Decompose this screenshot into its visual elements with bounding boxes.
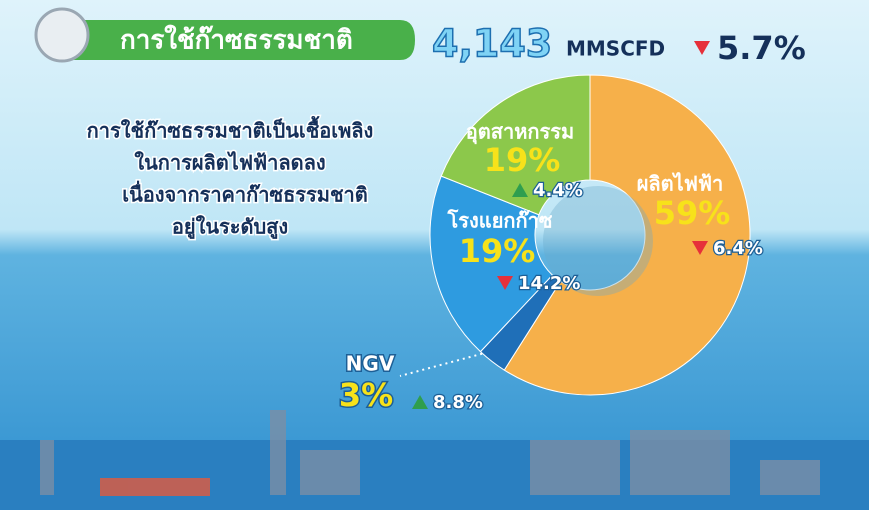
sea xyxy=(0,440,869,510)
donut-slice xyxy=(440,74,591,216)
category-label: NGV xyxy=(346,352,395,376)
total-change-arrow xyxy=(694,41,710,55)
industrial-skyline xyxy=(40,410,820,496)
donut-slice xyxy=(429,175,554,353)
category-label: ผลิตไฟฟ้า xyxy=(637,172,724,196)
category-label: โรงแยกก๊าซ xyxy=(447,209,553,233)
change-label: 8.8% xyxy=(433,392,483,413)
annotation-line: ในการผลิตไฟฟ้าลดลง xyxy=(134,151,325,175)
donut-hole-shade xyxy=(543,186,653,296)
change-label: 4.4% xyxy=(533,180,583,201)
total: 4,143 xyxy=(432,22,552,66)
annotation-line: อยู่ในระดับสูง xyxy=(172,215,288,241)
annotation-line: การใช้ก๊าซธรรมชาติเป็นเชื้อเพลิง xyxy=(87,116,374,143)
change-label: 14.2% xyxy=(518,273,580,294)
value-label: 19% xyxy=(459,232,536,270)
donut-slice xyxy=(503,74,751,396)
donut xyxy=(429,74,751,396)
title: การใช้ก๊าซธรรมชาติ xyxy=(120,25,353,56)
category-label: อุตสาหกรรม xyxy=(466,120,574,145)
value-label: 59% xyxy=(654,194,731,232)
tank-icon xyxy=(34,7,90,63)
annotation-line: เนื่องจากราคาก๊าซธรรมชาติ xyxy=(122,180,368,207)
change-arrow xyxy=(412,395,428,409)
total-change: 5.7% xyxy=(717,29,806,67)
change-arrow xyxy=(512,183,528,197)
unit: MMSCFD xyxy=(566,37,665,61)
title-banner xyxy=(60,20,415,60)
change-arrow xyxy=(497,276,513,290)
change-arrow xyxy=(692,241,708,255)
change-label: 6.4% xyxy=(713,238,763,259)
value-label: 19% xyxy=(484,141,561,179)
value-label: 3% xyxy=(339,376,393,414)
